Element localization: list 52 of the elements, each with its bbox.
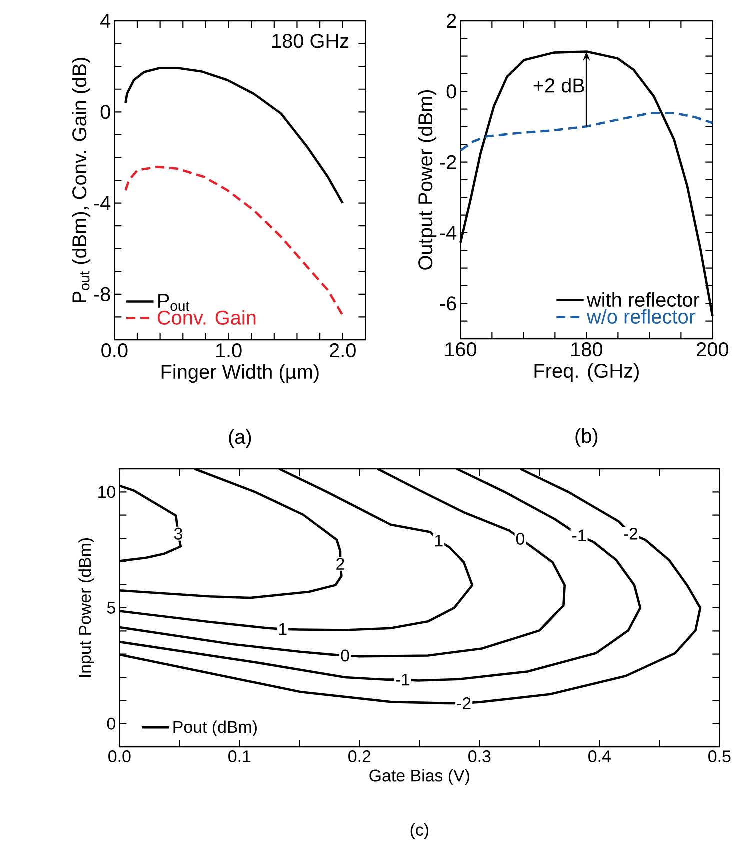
annotation: -2	[457, 698, 471, 710]
y-axis-title: Output Power (dBm)	[418, 90, 437, 270]
y-tick-label: 4	[100, 14, 111, 28]
annotation: -1	[396, 674, 410, 686]
y-tick-label: 0	[108, 718, 116, 730]
y-tick-label: -8	[94, 287, 110, 302]
legend-label: Pout (dBm)	[174, 720, 258, 736]
legend-label: w/o reflector	[587, 309, 696, 324]
annotation: -2	[624, 528, 638, 540]
x-tick-label: 0.2	[348, 750, 371, 763]
y-tick-label: 10	[98, 486, 116, 498]
y-tick-label: -4	[94, 196, 111, 210]
annotation: 180 GHz	[272, 34, 349, 48]
x-tick-label: 0.3	[468, 750, 491, 763]
annotation: 2	[336, 558, 344, 570]
y-tick-label: 0	[447, 84, 457, 99]
text: (b)	[576, 428, 598, 448]
x-axis-title: Finger Width (µm)	[162, 364, 319, 384]
text: (a)	[229, 430, 252, 448]
text: (c)	[411, 824, 429, 840]
x-tick-label: 0.5	[708, 750, 731, 763]
y-tick-label: 2	[447, 14, 456, 28]
annotation: +2 dB	[534, 78, 585, 93]
annotation: 0	[516, 532, 525, 545]
x-tick-label: 1.0	[216, 344, 242, 358]
annotation: -1	[572, 530, 586, 542]
x-tick-label: 180	[572, 342, 603, 357]
x-tick-label: 200	[697, 342, 729, 357]
annotation: 1	[280, 623, 287, 636]
y-tick-label: 0	[101, 105, 111, 120]
legend-label: P$_{out}$	[158, 294, 190, 312]
y-tick-label: 5	[108, 602, 116, 614]
y-axis-title: P$_{out}$ (dBm), Conv. Gain (dB)	[72, 58, 91, 302]
y-axis-title: Input Power (dBm)	[78, 538, 95, 678]
legend-label: Conv. Gain	[158, 310, 256, 325]
x-tick-label: 0.0	[102, 344, 128, 358]
y-tick-label: -4	[440, 226, 457, 240]
line-series	[460, 112, 714, 152]
y-tick-label: -2	[440, 155, 456, 170]
annotation: 0	[341, 650, 350, 662]
line-series	[124, 67, 344, 204]
legend-label: with reflector	[587, 292, 700, 308]
x-axis-title: Freq. (GHz)	[534, 363, 640, 382]
annotation: 1	[436, 534, 443, 547]
annotation: 3	[174, 528, 183, 540]
x-tick-label: 0.1	[228, 750, 251, 763]
x-axis-title: Gate Bias (V)	[370, 769, 470, 786]
x-tick-label: 2.0	[330, 344, 356, 358]
y-tick-label: -6	[440, 296, 456, 311]
x-tick-label: 0.0	[108, 750, 131, 763]
x-tick-label: 0.4	[588, 750, 612, 763]
x-tick-label: 160	[446, 342, 477, 357]
